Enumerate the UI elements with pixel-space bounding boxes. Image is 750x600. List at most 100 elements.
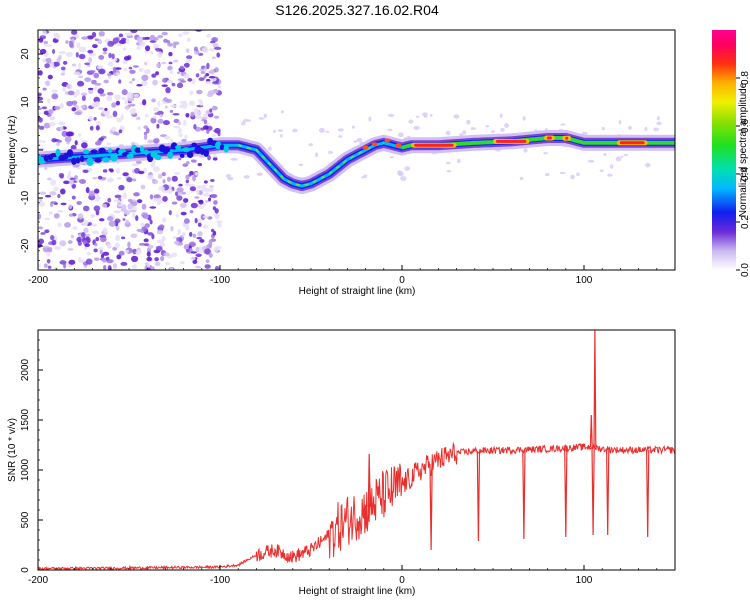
noise-speck xyxy=(202,224,209,229)
noise-speck xyxy=(263,113,268,118)
noise-speck xyxy=(413,125,420,130)
snr-spike-down xyxy=(476,450,481,542)
noise-speck xyxy=(201,65,206,69)
noise-speck xyxy=(183,218,190,224)
noise-speck xyxy=(87,87,94,91)
noise-speck xyxy=(100,236,107,243)
noise-speck xyxy=(607,173,613,177)
noise-speck xyxy=(202,202,206,207)
noise-speck xyxy=(180,261,185,265)
noise-speck xyxy=(59,103,64,109)
noise-speck xyxy=(184,182,190,187)
spectrogram-y-tick-label: 20 xyxy=(20,48,31,60)
noise-speck xyxy=(96,65,102,70)
noise-speck xyxy=(97,175,103,180)
noise-speck xyxy=(93,72,100,79)
noise-speck xyxy=(499,113,503,118)
noise-speck xyxy=(190,202,198,209)
noise-speck xyxy=(58,121,66,126)
noise-speck xyxy=(129,69,136,74)
noise-speck xyxy=(176,71,181,75)
noise-speck xyxy=(87,49,94,54)
noise-speck xyxy=(74,140,78,146)
noise-speck xyxy=(146,267,151,270)
noise-speck xyxy=(206,123,211,127)
noise-speck xyxy=(176,195,183,201)
spectrogram-ridge xyxy=(38,130,675,194)
noise-speck xyxy=(93,116,97,121)
noise-speck xyxy=(53,186,59,192)
colorbar-label: Normalized spectral amplitude xyxy=(738,82,749,217)
noise-speck xyxy=(180,211,187,216)
noise-speck xyxy=(46,258,51,264)
noise-speck xyxy=(78,179,87,185)
noise-speck xyxy=(164,105,168,109)
noise-speck xyxy=(82,219,89,226)
noise-speck xyxy=(131,212,136,219)
noise-speck xyxy=(51,89,58,93)
noise-speck xyxy=(194,196,200,199)
noise-speck xyxy=(118,184,125,191)
ridge-core-red xyxy=(565,136,569,140)
noise-speck xyxy=(38,37,44,43)
noise-speck xyxy=(57,222,62,228)
noise-speck xyxy=(121,89,128,96)
noise-speck xyxy=(106,216,114,222)
noise-speck xyxy=(207,155,211,161)
noise-speck xyxy=(81,95,86,102)
snr-y-tick-label: 0 xyxy=(20,567,31,573)
noise-speck xyxy=(101,176,107,181)
noise-speck xyxy=(144,45,151,52)
spectrogram-x-tick-label: 100 xyxy=(576,275,593,286)
noise-speck xyxy=(470,127,477,130)
ridge-blob xyxy=(71,157,77,165)
spectrogram-x-tick-label: 0 xyxy=(399,275,405,286)
noise-speck xyxy=(387,128,393,132)
noise-speck xyxy=(127,96,135,102)
noise-speck xyxy=(95,193,100,199)
noise-speck xyxy=(166,79,174,83)
noise-speck xyxy=(49,116,56,121)
noise-speck xyxy=(50,179,57,186)
noise-speck xyxy=(225,174,232,178)
noise-speck xyxy=(94,82,102,86)
noise-speck xyxy=(205,81,212,85)
noise-speck xyxy=(325,130,330,133)
noise-speck xyxy=(204,248,211,255)
noise-speck xyxy=(74,111,82,116)
noise-speck xyxy=(183,244,191,250)
snr-x-tick-label: -100 xyxy=(210,575,230,586)
noise-speck xyxy=(241,121,246,126)
noise-speck xyxy=(117,203,123,207)
noise-speck xyxy=(217,222,222,228)
noise-speck xyxy=(95,125,100,131)
noise-speck xyxy=(519,176,524,181)
noise-speck xyxy=(173,240,180,245)
noise-speck xyxy=(80,92,88,97)
noise-speck xyxy=(143,214,149,219)
noise-speck xyxy=(58,51,66,55)
noise-speck xyxy=(258,117,265,120)
noise-speck xyxy=(81,36,89,40)
ridge-blob xyxy=(219,144,225,151)
noise-speck xyxy=(56,57,61,63)
noise-speck xyxy=(155,71,159,76)
noise-speck xyxy=(39,191,47,195)
snr-spike-down xyxy=(646,449,650,538)
noise-speck xyxy=(77,80,85,87)
noise-speck xyxy=(93,248,98,253)
noise-speck xyxy=(168,210,172,216)
noise-speck xyxy=(292,128,298,133)
noise-speck xyxy=(178,183,183,187)
noise-speck xyxy=(38,139,42,143)
noise-speck xyxy=(107,72,112,77)
noise-speck xyxy=(113,263,118,269)
noise-speck xyxy=(195,265,202,269)
noise-speck xyxy=(169,267,174,270)
noise-speck xyxy=(115,100,121,106)
noise-speck xyxy=(197,231,203,237)
noise-speck xyxy=(149,219,153,225)
noise-speck xyxy=(143,133,148,140)
noise-speck xyxy=(122,60,128,65)
noise-speck xyxy=(190,159,197,163)
